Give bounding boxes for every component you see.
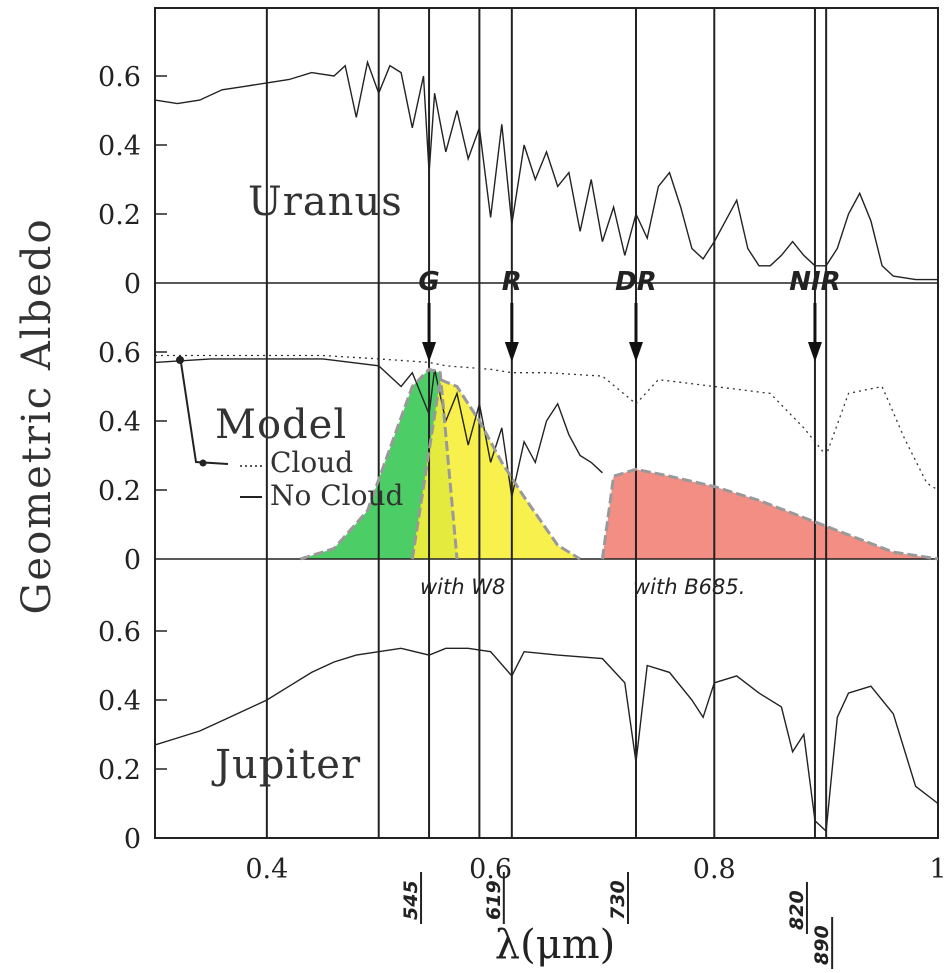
x-tick-label-3: 1: [929, 854, 946, 885]
annotation-label-1: R: [502, 267, 522, 297]
y-tick-label-jupiter-3: 0.6: [98, 617, 141, 648]
panel-label-jupiter: Jupiter: [211, 742, 361, 788]
legend-cloud-label: Cloud: [270, 446, 353, 479]
panel-label-uranus: Uranus: [248, 179, 403, 225]
y-tick-label-jupiter-2: 0.4: [98, 686, 141, 717]
wavelength-mark-3: 820: [786, 890, 808, 930]
y-tick-label-model-0: 0: [124, 545, 141, 576]
model-cloud-line: [155, 354, 939, 491]
wavelength-mark-0: 545: [400, 880, 422, 920]
y-tick-label-uranus-0: 0: [124, 269, 141, 300]
model-legend: Cloud No Cloud: [176, 355, 404, 512]
uranus-spectrum-line: [154, 59, 938, 281]
green-filter-region: [300, 369, 457, 559]
y-tick-label-model-1: 0.2: [98, 476, 141, 507]
y-tick-label-uranus-1: 0.2: [98, 200, 141, 231]
annotation-arrowhead-0: [422, 342, 437, 362]
y-tick-label-model-2: 0.4: [98, 407, 141, 438]
filter-annotations: G R DR NIR: [418, 267, 841, 362]
note-with-b685: with B685.: [633, 575, 745, 599]
annotation-label-2: DR: [615, 267, 657, 297]
panel-label-model: Model: [215, 402, 347, 448]
x-axis-ticks: 0.4 0.6 0.8 1: [245, 854, 946, 885]
y-axis-label: Geometric Albedo: [14, 217, 60, 614]
y-axis-ticks: 0 0.2 0.4 0.6 0 0.2 0.4 0.6 0 0.2 0.4 0.6: [98, 62, 167, 855]
annotation-label-0: G: [418, 267, 439, 297]
x-tick-label-2: 0.8: [693, 854, 736, 885]
filter-outlines: [299, 367, 939, 561]
annotation-arrowhead-1: [504, 342, 519, 362]
red-filter-region: [602, 469, 938, 559]
wavelength-mark-1: 619: [483, 880, 505, 920]
y-tick-label-uranus-3: 0.6: [98, 62, 141, 93]
annotation-arrowhead-2: [628, 342, 643, 362]
jupiter-spectrum-line: [154, 647, 939, 833]
y-tick-label-model-3: 0.6: [98, 338, 141, 369]
annotation-arrowhead-3: [807, 342, 822, 362]
y-tick-label-uranus-2: 0.4: [98, 131, 141, 162]
x-axis-label: λ(μm): [495, 922, 616, 968]
x-tick-label-1: 0.6: [469, 854, 512, 885]
x-tick-label-0: 0.4: [245, 854, 288, 885]
y-tick-label-jupiter-0: 0: [124, 824, 141, 855]
wavelength-mark-2: 730: [607, 880, 629, 920]
model-no-cloud-line: [154, 358, 603, 498]
annotation-label-3: NIR: [789, 267, 840, 297]
legend-no-cloud-label: No Cloud: [270, 479, 404, 512]
wavelength-mark-4: 890: [811, 925, 833, 965]
note-with-w8: with W8: [420, 575, 505, 599]
plot-frame: [154, 7, 939, 839]
y-tick-label-jupiter-1: 0.2: [98, 755, 141, 786]
